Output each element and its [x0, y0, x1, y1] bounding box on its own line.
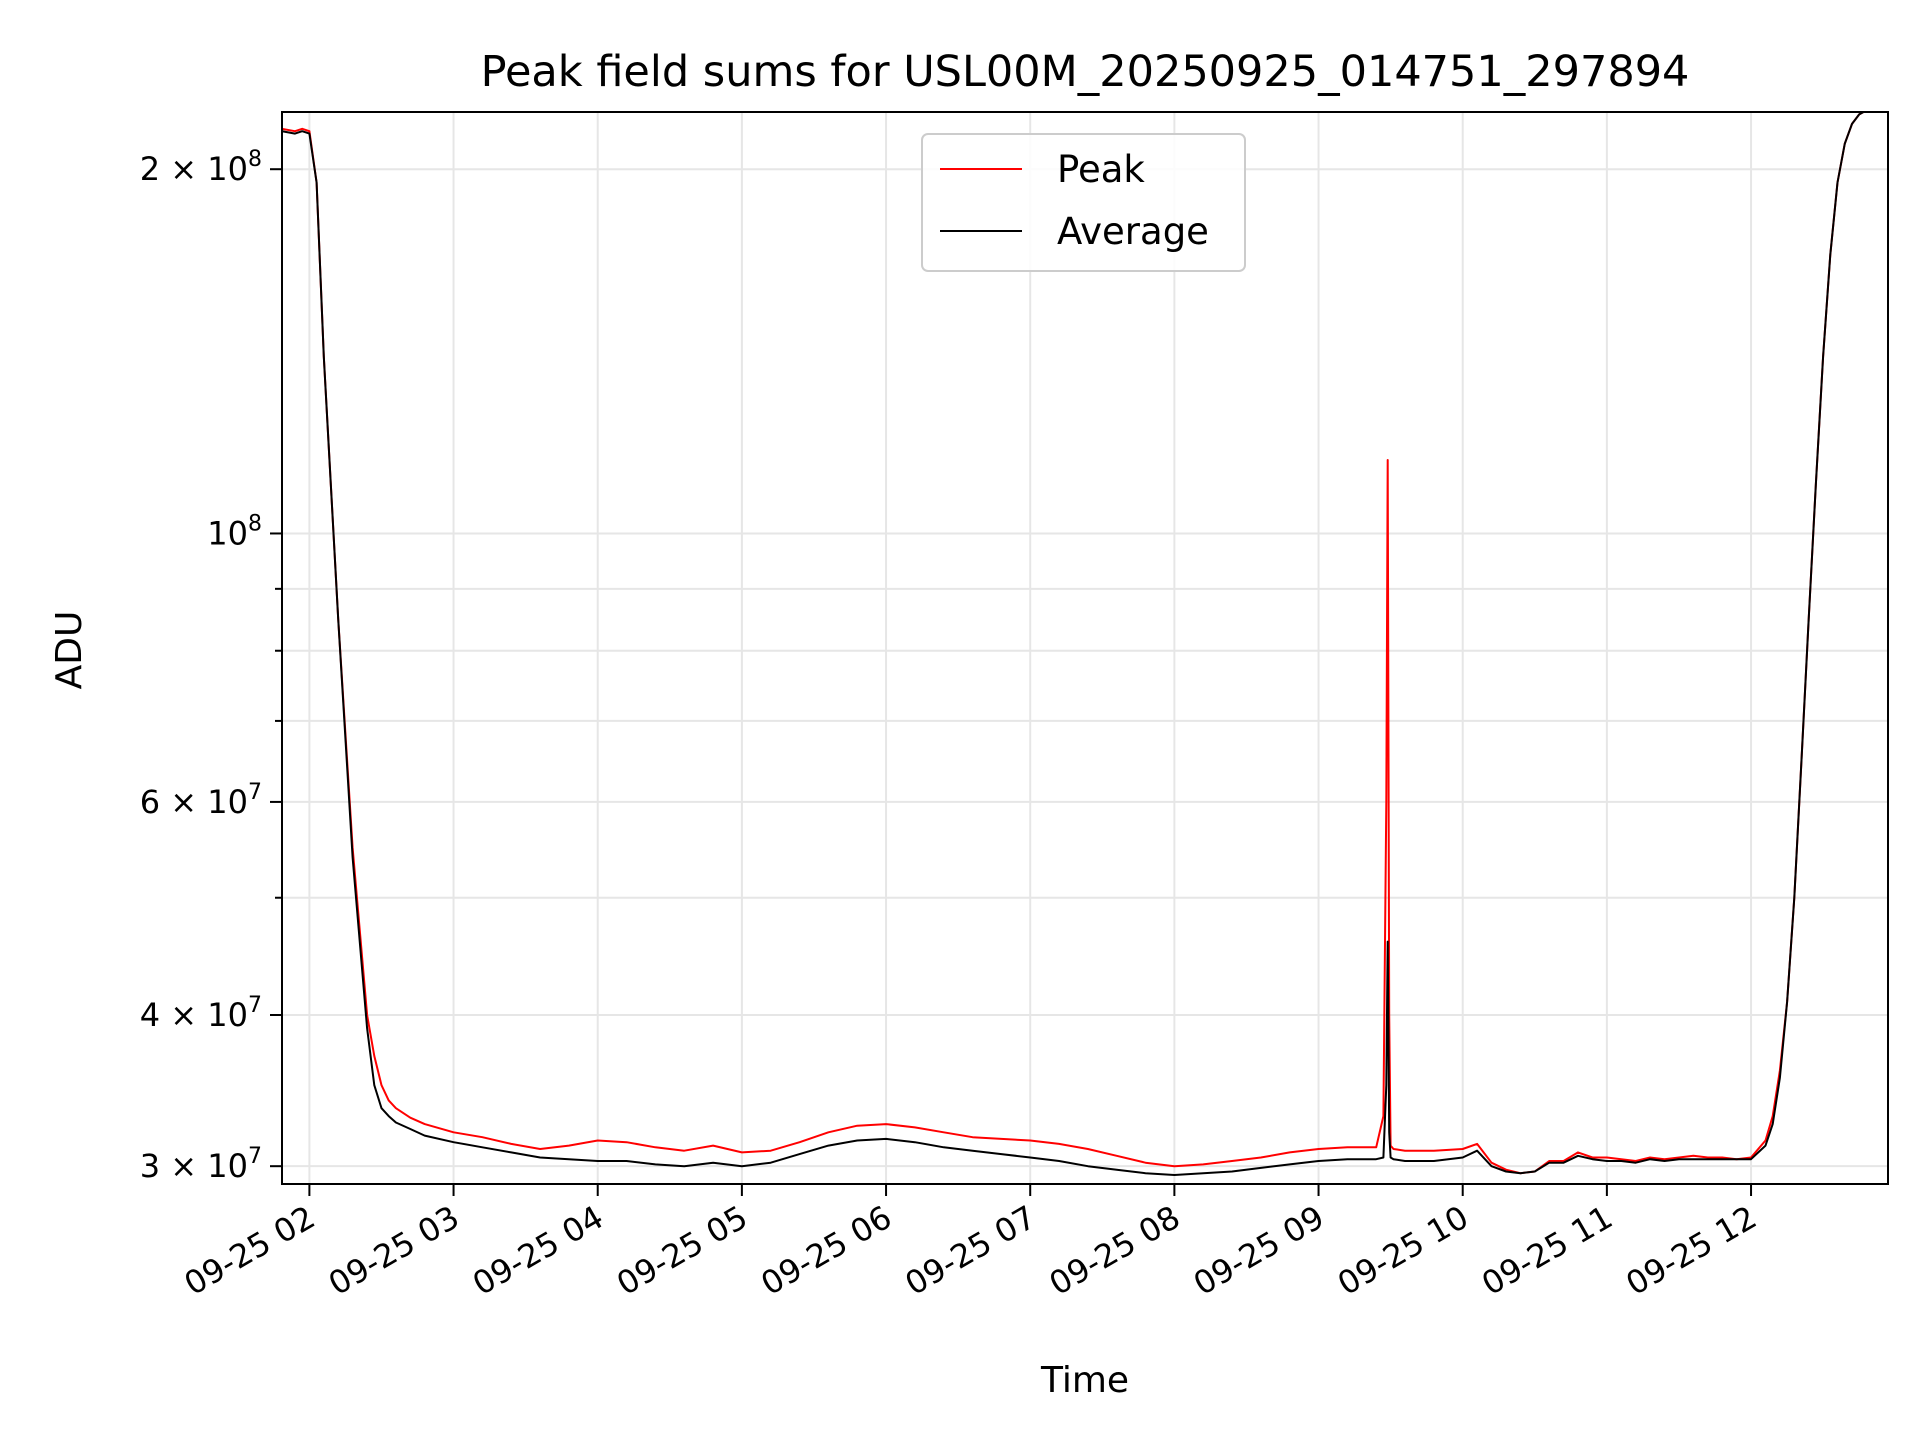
y-tick-label: 2 × 108: [140, 147, 262, 188]
legend-label-peak: Peak: [1057, 148, 1145, 191]
axes-frame: [281, 111, 1889, 1185]
y-axis-label: ADU: [49, 611, 90, 690]
legend: Peak Average: [921, 133, 1246, 272]
series-line-peak: [282, 112, 1888, 1175]
grid: [282, 112, 1888, 1184]
y-tick-label: 6 × 107: [140, 780, 262, 821]
legend-label-average: Average: [1057, 210, 1209, 253]
chart-title: Peak field sums for USL00M_20250925_0147…: [481, 47, 1690, 97]
series-line-average: [282, 112, 1888, 1176]
plot-area: [282, 112, 1888, 1176]
y-tick-label: 3 × 107: [140, 1144, 262, 1185]
y-tick-label: 108: [207, 511, 262, 552]
y-tick-label: 4 × 107: [140, 993, 262, 1034]
x-axis-label: Time: [1040, 1360, 1129, 1401]
